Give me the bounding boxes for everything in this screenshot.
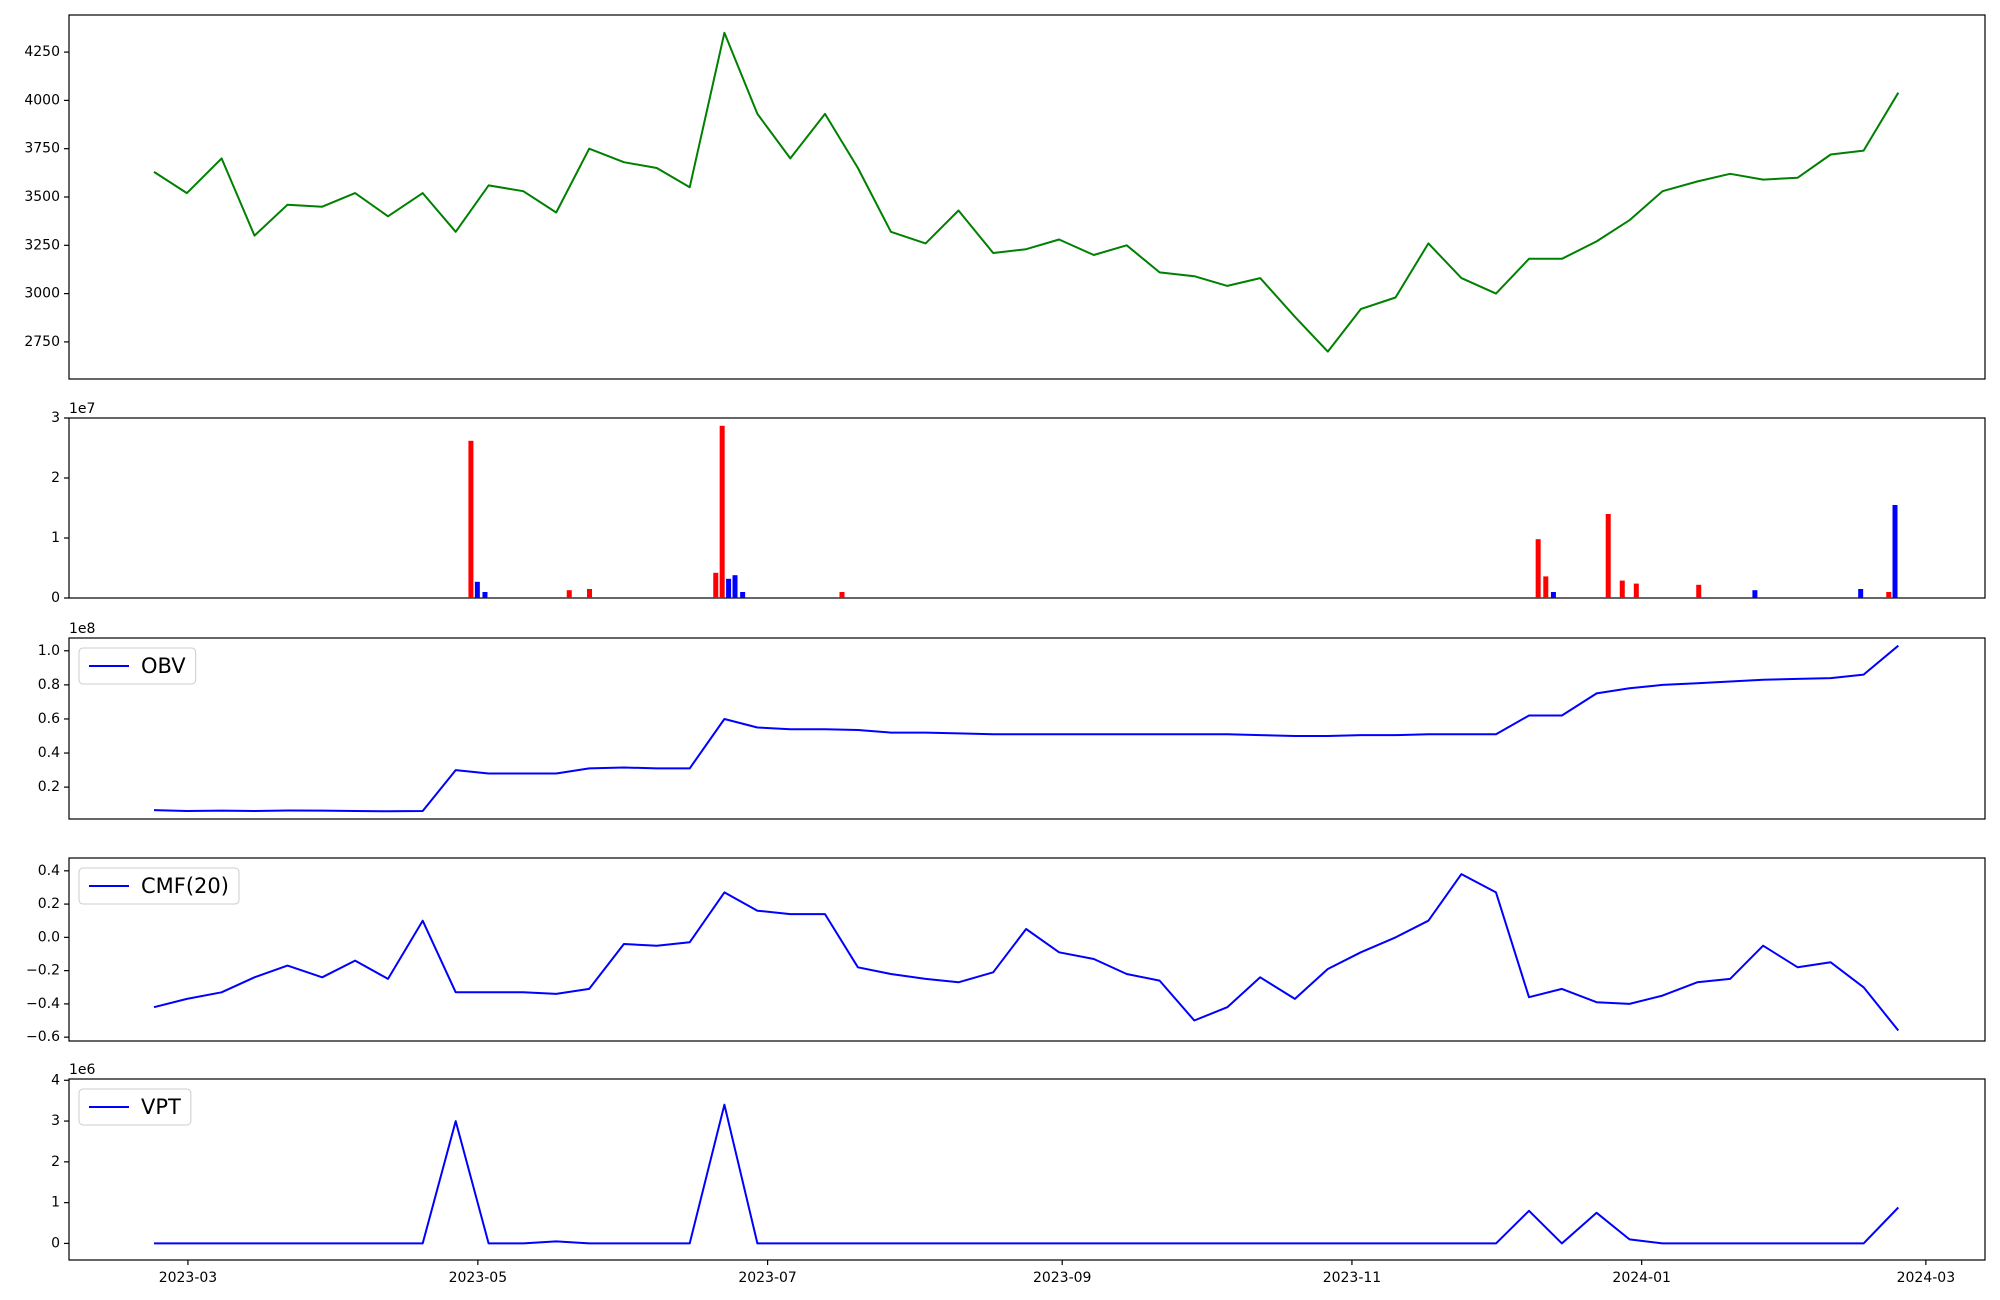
bar <box>1550 592 1556 598</box>
x-tick-label: 2023-03 <box>159 1270 218 1286</box>
bar <box>732 575 738 598</box>
x-tick-label: 2023-05 <box>449 1270 508 1286</box>
y-tick-label: 4000 <box>24 92 60 108</box>
bar <box>1535 539 1541 598</box>
bar <box>1543 576 1549 598</box>
line <box>154 1103 1900 1245</box>
legend-box <box>78 647 197 685</box>
y-tick-label: 3250 <box>24 237 60 253</box>
y-tick-label: 3 <box>51 1113 60 1129</box>
legend-text: VPT <box>141 1095 181 1119</box>
bar <box>482 592 488 598</box>
plot-frame <box>68 14 1986 380</box>
y-tick-label: 3500 <box>24 189 60 205</box>
y-tick-label: 2 <box>51 470 60 486</box>
bar <box>468 440 474 598</box>
bar <box>713 572 719 598</box>
y-tick-label: 4250 <box>24 44 60 60</box>
y-tick-label: 1.0 <box>38 643 60 659</box>
plot-frame <box>68 1078 1986 1261</box>
bar <box>1619 580 1625 598</box>
y-tick-label: 0.4 <box>38 745 60 761</box>
y-tick-label: 3750 <box>24 141 60 157</box>
bar <box>1696 584 1702 598</box>
y-tick-label: 3 <box>51 410 60 426</box>
x-tick-label: 2024-01 <box>1612 1270 1671 1286</box>
bar <box>474 581 480 598</box>
x-tick-label: 2023-07 <box>738 1270 797 1286</box>
y-tick-label: 1 <box>51 530 60 546</box>
y-tick-label: 0.4 <box>38 863 60 879</box>
y-tick-label: 0.2 <box>38 896 60 912</box>
legend-box <box>78 1088 192 1126</box>
bar <box>1892 505 1898 598</box>
bar <box>839 592 845 598</box>
y-tick-label: 0.8 <box>38 677 60 693</box>
y-tick-label: 2 <box>51 1154 60 1170</box>
offset-text: 1e6 <box>69 1062 96 1078</box>
legend-box <box>78 867 240 905</box>
bar <box>1633 583 1639 598</box>
plot-frame <box>68 857 1986 1042</box>
bar <box>1886 592 1892 598</box>
legend-text: CMF(20) <box>141 874 229 898</box>
x-tick-label: 2023-09 <box>1033 1270 1092 1286</box>
y-tick-label: 0 <box>51 1235 60 1251</box>
y-tick-label: 1 <box>51 1195 60 1211</box>
offset-text: 1e8 <box>69 621 95 637</box>
bar <box>1858 589 1864 598</box>
y-tick-label: 0 <box>51 590 60 606</box>
y-tick-label: −0.2 <box>26 963 60 979</box>
bar <box>719 425 725 598</box>
y-tick-label: −0.6 <box>26 1029 60 1045</box>
bar <box>726 578 732 598</box>
bar <box>587 589 593 598</box>
bar <box>740 592 746 598</box>
bar <box>566 590 572 598</box>
legend-text: OBV <box>141 654 186 678</box>
offset-text: 1e7 <box>69 401 95 417</box>
y-tick-label: 0.6 <box>38 711 60 727</box>
bar <box>1605 514 1611 598</box>
line <box>153 873 1900 1032</box>
x-tick-label: 2024-03 <box>1897 1270 1956 1286</box>
plot-frame <box>68 417 1986 599</box>
plot-frame <box>68 637 1986 820</box>
y-tick-label: 4 <box>51 1072 60 1088</box>
y-tick-label: 0.2 <box>38 779 60 795</box>
bar <box>1752 590 1758 598</box>
y-tick-label: 2750 <box>24 334 60 350</box>
y-tick-label: 3000 <box>24 286 60 302</box>
y-tick-label: 0.0 <box>38 929 60 945</box>
line <box>153 644 1899 813</box>
line <box>153 31 1900 353</box>
y-tick-label: −0.4 <box>26 996 60 1012</box>
x-tick-label: 2023-11 <box>1323 1270 1382 1286</box>
